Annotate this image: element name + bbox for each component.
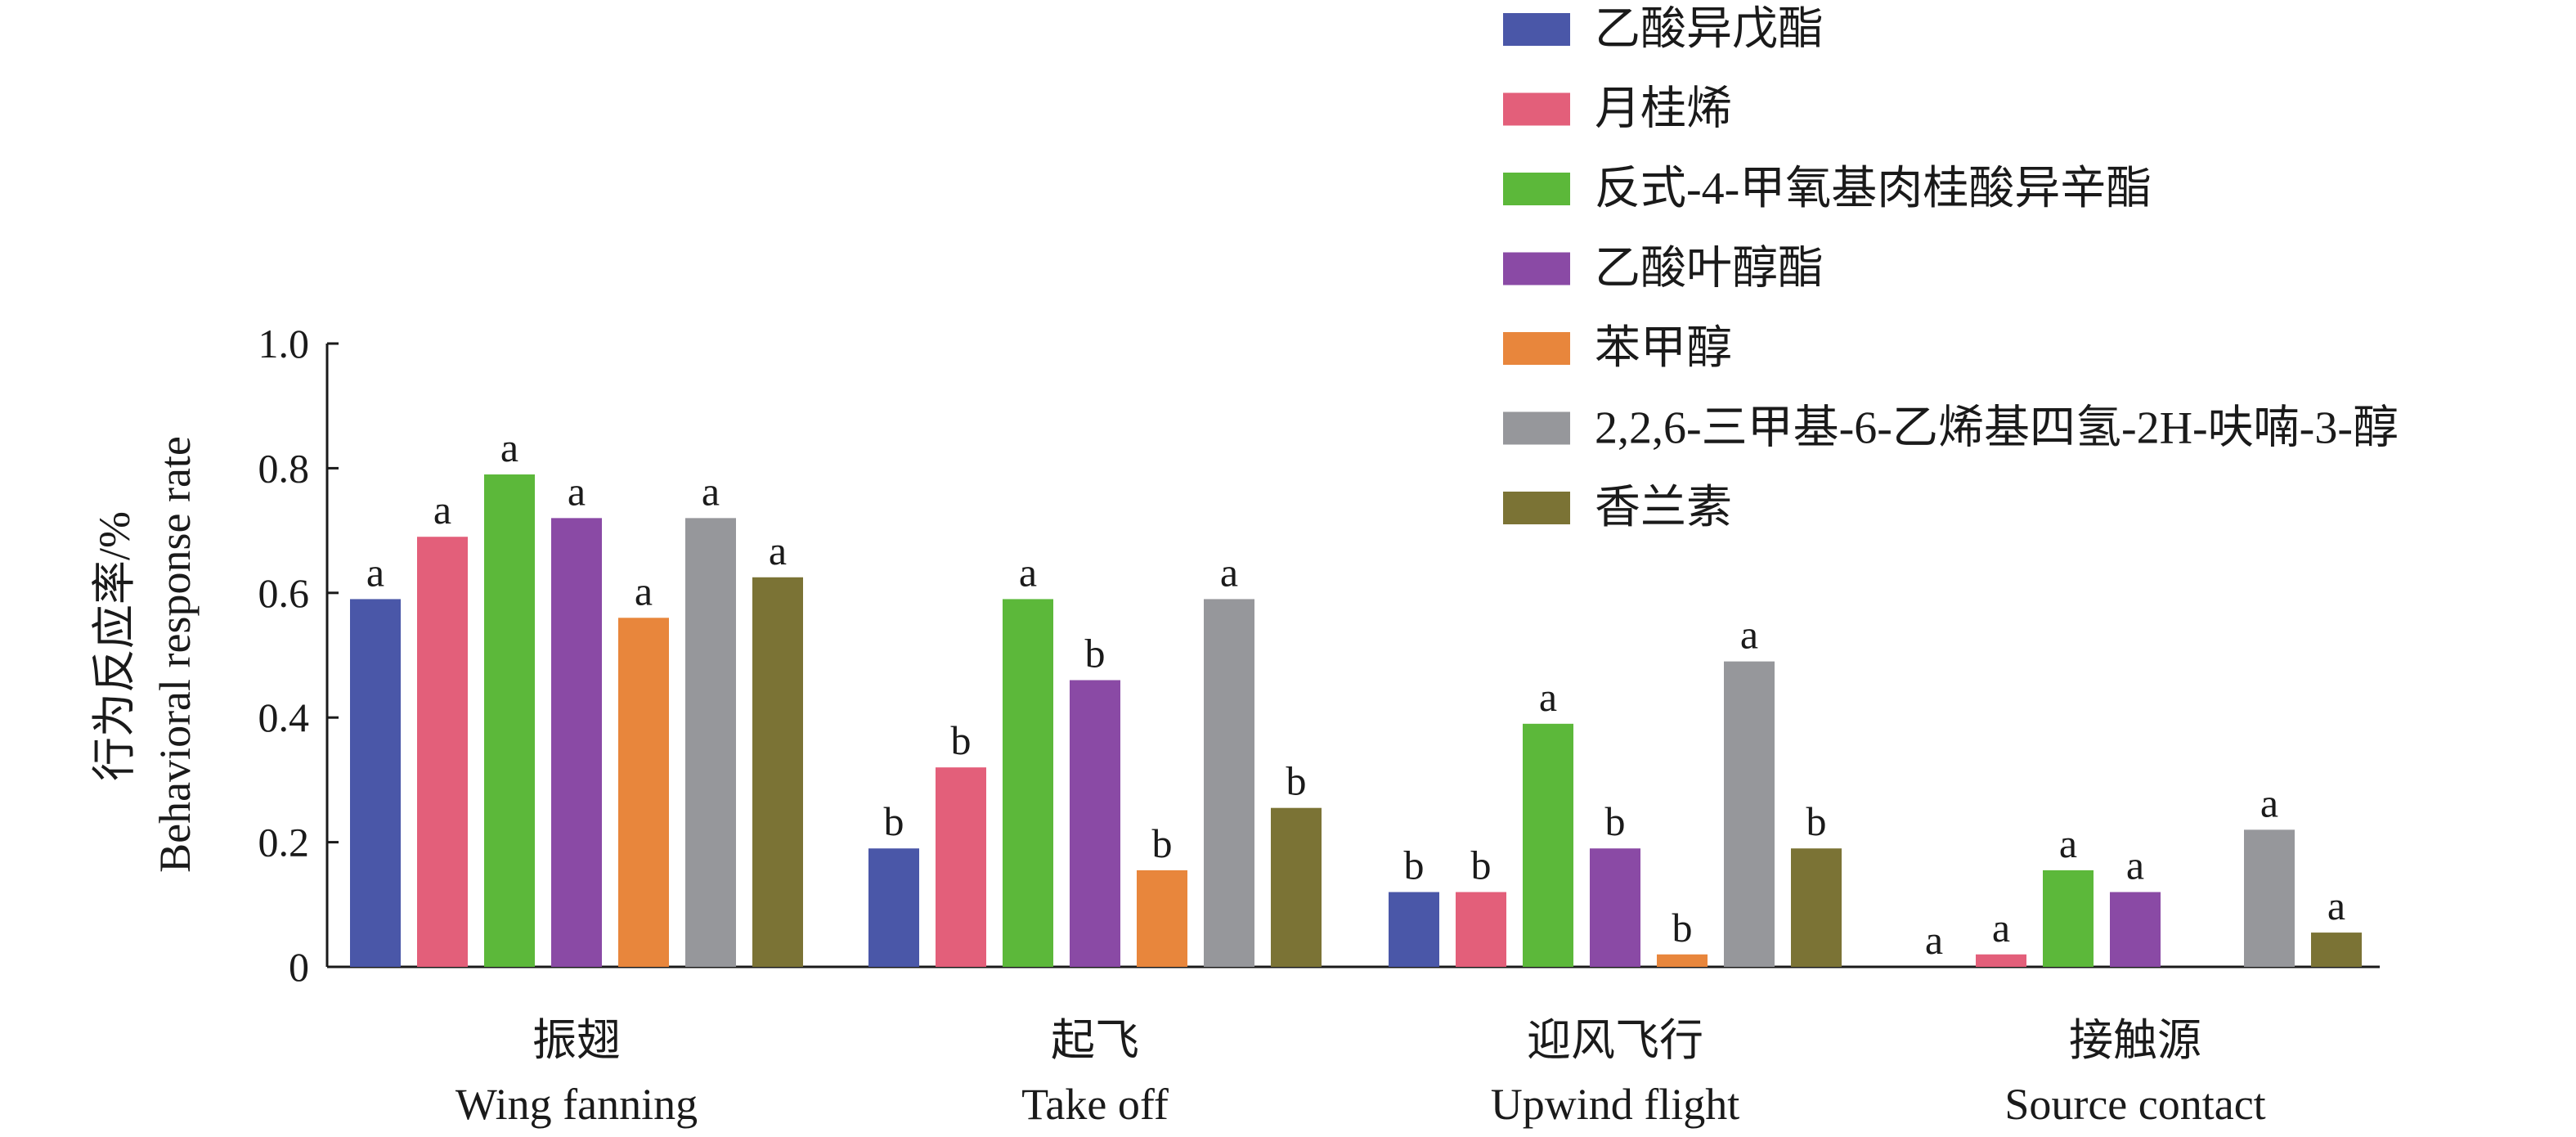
significance-letter: b	[1085, 630, 1106, 676]
y-axis-label-en: Behavioral response rate	[150, 436, 200, 873]
category-label-cn: 起飞	[1051, 1016, 1139, 1065]
significance-letter: b	[1286, 758, 1307, 804]
significance-letter: a	[1539, 674, 1557, 720]
significance-letter: a	[702, 468, 720, 514]
y-tick-label: 0.6	[258, 570, 310, 616]
bar	[1590, 848, 1640, 967]
bar	[868, 848, 919, 967]
significance-letter: b	[1605, 798, 1626, 844]
bar	[1070, 680, 1120, 967]
bar	[1003, 599, 1053, 967]
bar	[350, 599, 401, 967]
bar	[1657, 954, 1708, 967]
significance-letters: a a a a a a a b b a b b a b b b a b b a b a a a a a a	[366, 425, 2345, 963]
significance-letter: a	[1220, 549, 1238, 595]
significance-letter: b	[1471, 843, 1492, 888]
legend-label: 月桂烯	[1595, 84, 1732, 135]
bar	[1456, 892, 1506, 967]
legend-label: 苯甲醇	[1595, 323, 1732, 374]
significance-letter: b	[1672, 905, 1693, 950]
bar	[2244, 829, 2295, 967]
legend-label: 反式-4-甲氧基肉桂酸异辛酯	[1595, 164, 2152, 214]
category-labels: 振翅 Wing fanning 起飞 Take off 迎风飞行 Upwind fligh…	[456, 1016, 2266, 1129]
significance-letter: b	[1152, 820, 1173, 866]
legend-label: 2,2,6-三甲基-6-乙烯基四氢-2H-呋喃-3-醇	[1595, 403, 2399, 454]
significance-letter: b	[1806, 798, 1827, 844]
bar	[936, 767, 986, 967]
bar	[685, 518, 736, 967]
y-tick-label: 0.2	[258, 820, 310, 865]
legend-label: 乙酸异戊酯	[1595, 4, 1824, 55]
category-label-cn: 接触源	[2069, 1016, 2201, 1065]
y-tick-label: 1.0	[258, 321, 310, 366]
bars	[350, 474, 2362, 967]
y-tick-label: 0.4	[258, 694, 310, 740]
bar	[1389, 892, 1439, 967]
category-label-en: Upwind flight	[1491, 1080, 1740, 1129]
y-axis-label-cn: 行为反应率/%	[90, 511, 139, 781]
legend-label: 乙酸叶醇酯	[1595, 244, 1824, 294]
legend-swatch	[1503, 411, 1570, 445]
significance-letter: a	[1925, 917, 1943, 963]
bar	[1724, 661, 1775, 967]
significance-letter: a	[1740, 612, 1758, 658]
bar	[618, 618, 669, 967]
significance-letter: a	[366, 549, 384, 595]
bar	[1791, 848, 1842, 967]
bar	[1271, 807, 1322, 967]
bar	[1204, 599, 1254, 967]
significance-letter: a	[2327, 883, 2345, 928]
significance-letter: a	[568, 468, 586, 514]
category-label-en: Wing fanning	[456, 1080, 698, 1129]
significance-letter: a	[2260, 780, 2278, 825]
significance-letter: a	[2126, 843, 2144, 888]
legend-label: 香兰素	[1595, 483, 1732, 533]
significance-letter: a	[769, 528, 787, 573]
y-axis-title: 行为反应率/% Behavioral response rate	[90, 436, 200, 873]
significance-letter: b	[884, 798, 904, 844]
significance-letter: a	[1992, 905, 2010, 950]
axes: 0 0.2 0.4 0.6 0.8 1.0	[258, 321, 2380, 990]
category-label-cn: 迎风飞行	[1527, 1016, 1703, 1065]
legend-swatch	[1503, 492, 1570, 524]
significance-letter: b	[1404, 843, 1425, 888]
bar	[2311, 933, 2362, 967]
y-tick-label: 0.8	[258, 445, 310, 491]
significance-letter: a	[433, 487, 451, 533]
bar	[551, 518, 602, 967]
legend-swatch	[1503, 13, 1570, 46]
bar	[1137, 870, 1187, 967]
y-tick-label: 0	[289, 944, 309, 990]
category-label-en: Take off	[1021, 1080, 1169, 1129]
legend-swatch	[1503, 252, 1570, 285]
legend-swatch	[1503, 173, 1570, 205]
significance-letter: a	[500, 425, 518, 470]
legend-swatch	[1503, 92, 1570, 126]
category-label-cn: 振翅	[532, 1016, 621, 1065]
significance-letter: b	[951, 717, 972, 763]
bar	[2110, 892, 2161, 967]
legend-swatch	[1503, 332, 1570, 365]
bar	[752, 577, 803, 967]
category-label-en: Source contact	[2004, 1080, 2265, 1129]
bar	[417, 537, 468, 967]
bar	[1976, 954, 2026, 967]
significance-letter: a	[2059, 820, 2077, 866]
bar	[484, 474, 535, 967]
bar	[2043, 870, 2094, 967]
significance-letter: a	[635, 568, 653, 613]
bar	[1523, 723, 1573, 967]
significance-letter: a	[1019, 549, 1037, 595]
